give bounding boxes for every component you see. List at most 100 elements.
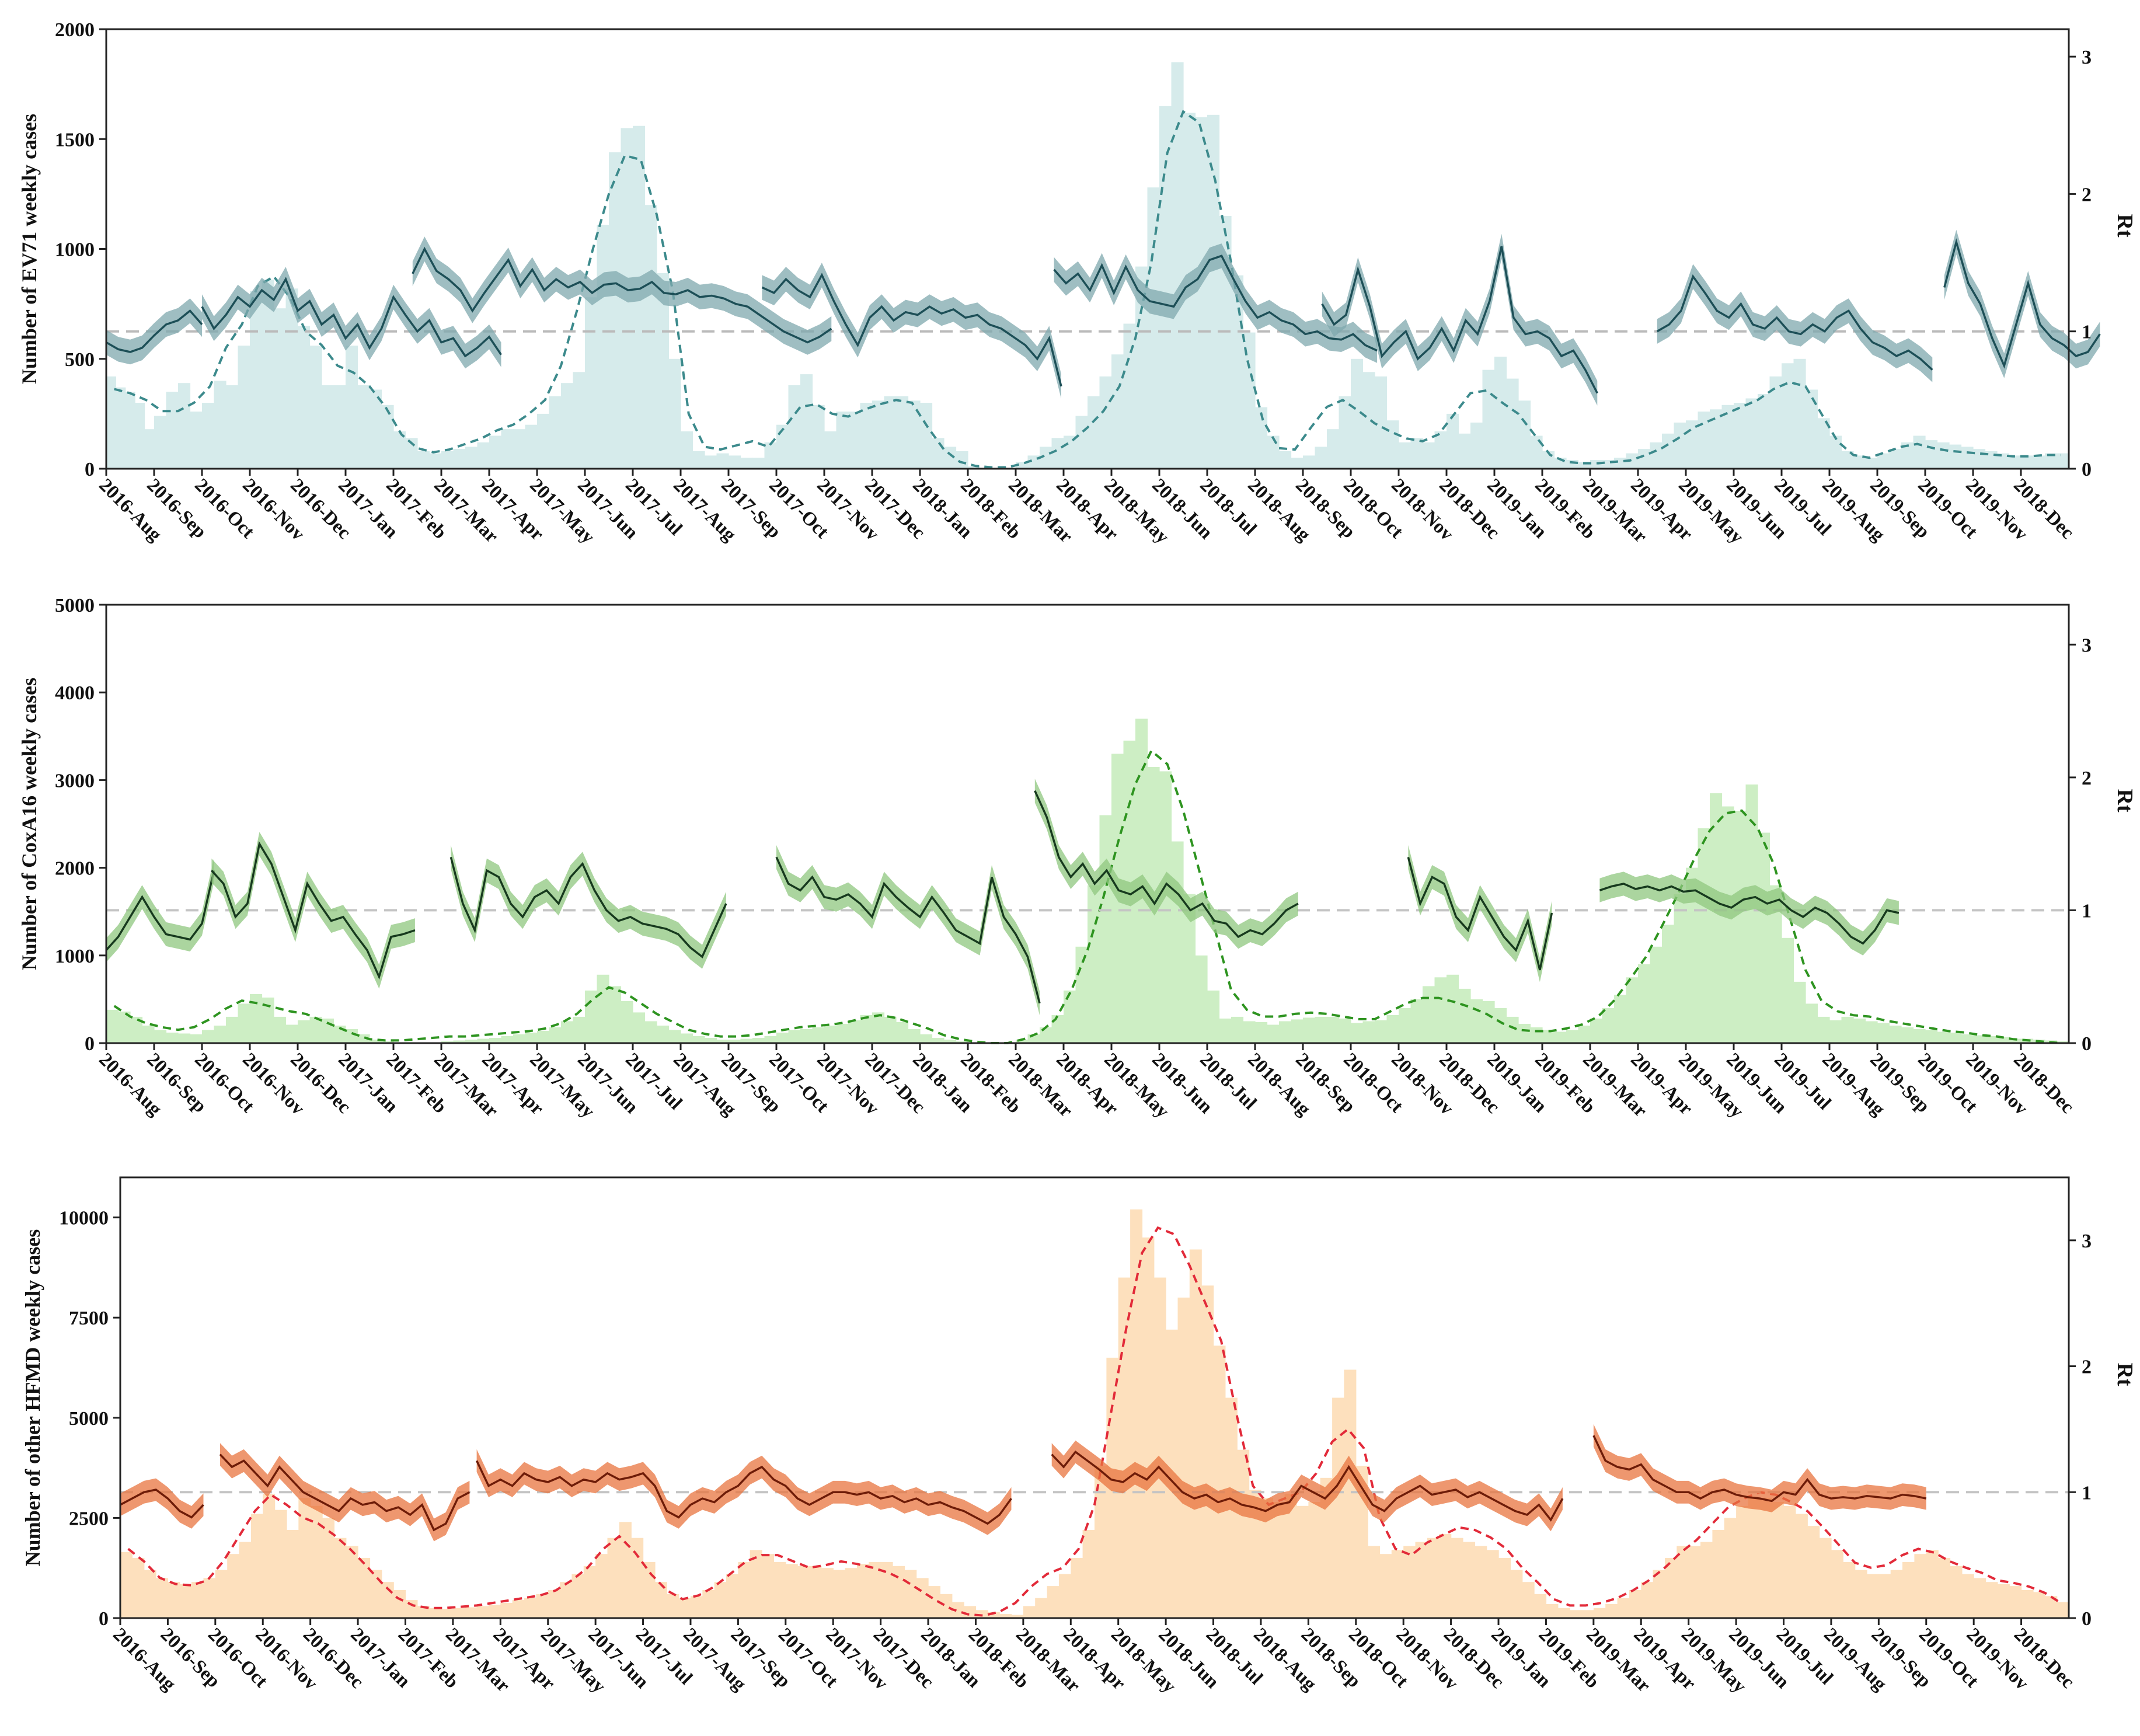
weekly-case-bar [607,1538,620,1618]
weekly-case-bar [1296,1505,1309,1618]
weekly-case-bar [190,412,203,469]
weekly-case-bar [226,1016,239,1043]
weekly-case-bar [1853,1018,1866,1043]
weekly-case-bar [1736,1505,1749,1618]
weekly-case-bar [346,346,358,469]
weekly-case-bar [1782,363,1794,469]
weekly-case-bar [1410,438,1423,469]
weekly-case-bar [1482,369,1495,469]
weekly-case-bar [1650,946,1662,1043]
weekly-case-bar [214,381,226,469]
weekly-case-bar [274,1510,287,1618]
y-tick-label: 5000 [55,595,95,616]
weekly-case-bar [1327,1016,1340,1043]
weekly-case-bar [1051,438,1064,469]
weekly-case-bar [1530,435,1543,469]
weekly-case-bar [1985,1582,1998,1618]
weekly-case-bar [1759,1498,1772,1618]
weekly-case-bar [657,1026,670,1043]
weekly-case-bar [489,1605,501,1618]
weekly-case-bar [168,1582,180,1618]
weekly-case-bar [1237,1449,1250,1618]
weekly-case-bar [773,1561,786,1618]
weekly-case-bar [1641,1582,1654,1618]
weekly-case-bar [2057,453,2069,469]
weekly-case-bar [1877,453,1890,469]
weekly-case-bar [116,387,126,469]
weekly-case-bar [357,1034,370,1043]
weekly-case-bar [657,273,670,469]
y-tick-label: 2000 [55,858,95,880]
other-hfmd-panel: 0 2500 5000 7500 10000 0 1 2 3 Number of other HF… [21,1176,2137,1697]
weekly-case-bar [809,1566,822,1618]
weekly-case-bar [776,1033,789,1043]
weekly-case-bar [1075,416,1088,469]
weekly-case-bar [667,1594,679,1618]
weekly-case-bar [884,396,897,469]
weekly-case-bar [1605,1604,1618,1618]
weekly-case-bar [203,1578,216,1618]
weekly-case-bar [1095,1466,1107,1618]
weekly-case-bar [525,1033,538,1043]
weekly-case-bar [215,1570,228,1618]
weekly-case-bar [585,297,598,469]
weekly-case-bar [1153,1277,1166,1618]
weekly-case-bar [166,1033,179,1043]
weekly-case-bar [952,1602,964,1618]
weekly-case-bar [1961,1574,1974,1618]
weekly-case-bar [1997,1037,2010,1043]
weekly-case-bar [678,1598,691,1618]
weekly-case-bar [465,1607,478,1618]
weekly-case-bar [1219,1018,1232,1043]
weekly-case-bar [1522,1582,1535,1618]
weekly-case-bar [405,1600,418,1618]
coxa16-panel: 0 1000 2000 3000 4000 5000 0 1 2 3 Number of CoxA1… [18,595,2137,1123]
weekly-case-bar [1554,1031,1567,1043]
weekly-case-bar [1231,1016,1244,1043]
weekly-case-bar [1698,412,1710,469]
weekly-case-bar [1261,1498,1273,1618]
weekly-case-bar [999,1614,1012,1618]
weekly-case-bar [764,1036,777,1043]
weekly-case-bar [1195,117,1208,469]
y2-tick-label: 1 [2082,1482,2092,1504]
weekly-case-bar [1653,1570,1665,1618]
weekly-case-bar [845,1568,858,1618]
weekly-case-bar [1458,988,1471,1043]
weekly-case-bar [1351,1023,1364,1043]
weekly-case-bar [1213,1345,1226,1618]
weekly-case-bar [125,392,135,469]
weekly-case-bar [1463,1542,1475,1618]
weekly-case-bar [1581,1610,1594,1618]
weekly-case-bar [191,1582,204,1618]
weekly-case-bar [944,447,957,469]
weekly-case-bar [1339,1018,1351,1043]
weekly-case-bar [1494,1008,1507,1043]
weekly-case-bar [1665,1558,1677,1618]
weekly-case-bar [1662,925,1675,1043]
weekly-case-bar [716,1040,729,1043]
weekly-case-bar [2009,1038,2022,1043]
weekly-case-bar [250,1514,263,1618]
plot-frame [105,604,2070,1044]
weekly-case-bar [833,1570,846,1618]
y-tick-label: 1500 [55,129,95,151]
weekly-case-bar [940,1594,953,1618]
weekly-case-bar [561,1021,574,1043]
weekly-case-bar [1902,1561,1915,1618]
rt-confidence-band [451,845,726,969]
weekly-case-bar [1748,1498,1761,1618]
weekly-case-bar [691,1596,703,1619]
weekly-case-bar [644,1021,657,1043]
weekly-case-bar [1427,1538,1440,1618]
weekly-case-bar [1458,433,1471,469]
weekly-case-bar [214,1026,226,1043]
rt-line [1053,255,1378,352]
weekly-case-bar [513,429,526,469]
weekly-case-bar [1973,449,1986,469]
weekly-case-bar [1351,358,1364,469]
weekly-case-bar [944,1040,957,1043]
weekly-case-bar [250,994,263,1043]
rt-line [1599,883,1899,945]
weekly-case-bar [1570,1610,1583,1618]
